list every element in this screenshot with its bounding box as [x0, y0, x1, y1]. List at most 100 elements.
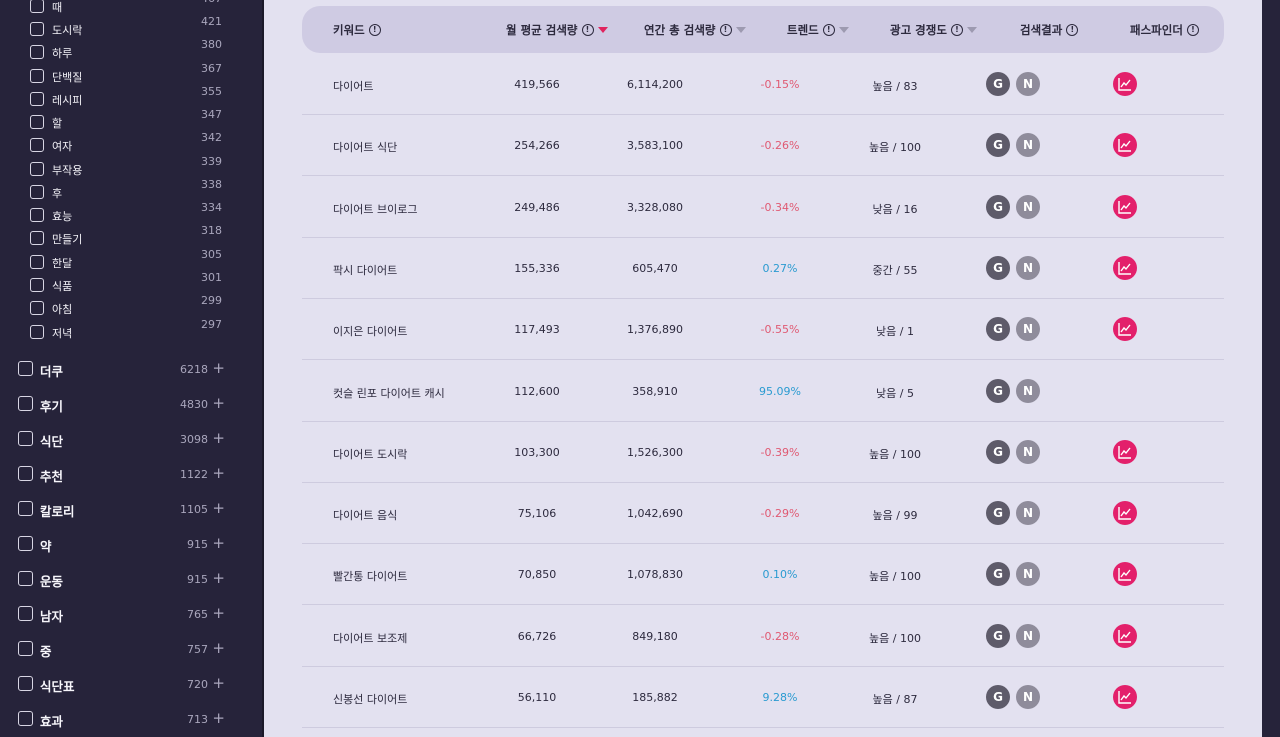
sidebar-subitem[interactable]: 후 338: [30, 178, 226, 202]
google-search-icon[interactable]: G: [986, 72, 1010, 96]
naver-search-icon[interactable]: N: [1016, 562, 1040, 587]
naver-search-icon[interactable]: N: [1016, 439, 1040, 464]
naver-search-icon[interactable]: N: [1016, 317, 1040, 342]
info-icon[interactable]: !: [822, 24, 835, 36]
sidebar-subitem[interactable]: 때 467: [30, 0, 226, 16]
sidebar-category[interactable]: 남자 765 +: [18, 603, 228, 625]
pathfinder-chart-icon[interactable]: [1113, 133, 1137, 158]
google-search-icon[interactable]: G: [986, 685, 1010, 709]
expand-plus-icon[interactable]: +: [212, 429, 225, 447]
checkbox[interactable]: [18, 536, 33, 551]
sidebar-category[interactable]: 후기 4830 +: [18, 393, 228, 415]
info-icon[interactable]: !: [1066, 24, 1079, 36]
sidebar-category[interactable]: 약 915 +: [18, 533, 228, 555]
sidebar-category[interactable]: 식단표 720 +: [18, 673, 228, 695]
table-row[interactable]: 컷슬 린포 다이어트 캐시 112,600 358,910 95.09% 낮음 / 5 G…: [302, 361, 1224, 422]
keyword-cell[interactable]: 다이어트 음식: [333, 509, 398, 523]
expand-plus-icon[interactable]: +: [212, 569, 225, 587]
expand-plus-icon[interactable]: +: [212, 674, 225, 692]
keyword-cell[interactable]: 다이어트 보조제: [333, 631, 408, 645]
table-row[interactable]: 다이어트 식단 254,266 3,583,100 -0.26% 높음 / 100 G N: [302, 115, 1224, 177]
pathfinder-chart-icon[interactable]: [1113, 317, 1137, 342]
sidebar-subitem[interactable]: 레시피 355: [30, 85, 226, 109]
sidebar-category[interactable]: 운동 915 +: [18, 568, 228, 590]
sidebar-subitem[interactable]: 부작용 339: [30, 155, 226, 179]
sidebar-subitem[interactable]: 여자 342: [30, 131, 226, 155]
keyword-cell[interactable]: 다이어트 도시락: [333, 447, 408, 461]
info-icon[interactable]: !: [719, 24, 732, 36]
sort-icon[interactable]: [838, 27, 849, 33]
sidebar-subitem[interactable]: 단백질 367: [30, 62, 226, 86]
naver-search-icon[interactable]: N: [1016, 685, 1040, 709]
checkbox[interactable]: [30, 255, 44, 269]
pathfinder-chart-icon[interactable]: [1113, 623, 1137, 648]
expand-plus-icon[interactable]: +: [212, 709, 225, 727]
keyword-cell[interactable]: 다이어트: [333, 80, 374, 93]
pathfinder-chart-icon[interactable]: [1113, 72, 1137, 96]
sidebar-subitem[interactable]: 아침 299: [30, 294, 226, 318]
naver-search-icon[interactable]: N: [1016, 72, 1040, 96]
checkbox[interactable]: [30, 301, 44, 315]
info-icon[interactable]: !: [950, 24, 963, 36]
sidebar-subitem[interactable]: 하루 380: [30, 38, 226, 62]
sidebar-category[interactable]: 효과 713 +: [18, 708, 228, 730]
google-search-icon[interactable]: G: [986, 133, 1010, 158]
naver-search-icon[interactable]: N: [1016, 378, 1040, 403]
google-search-icon[interactable]: G: [986, 255, 1010, 280]
header-competition[interactable]: 광고 경쟁도!: [890, 22, 977, 38]
checkbox[interactable]: [30, 278, 44, 292]
checkbox[interactable]: [18, 711, 33, 726]
sort-icon[interactable]: [966, 27, 977, 33]
checkbox[interactable]: [18, 641, 33, 656]
checkbox[interactable]: [30, 162, 44, 176]
sort-icon[interactable]: [735, 27, 746, 33]
keyword-cell[interactable]: 신봉선 다이어트: [333, 693, 408, 706]
sidebar-subitem[interactable]: 식품 301: [30, 271, 226, 295]
expand-plus-icon[interactable]: +: [212, 534, 225, 552]
naver-search-icon[interactable]: N: [1016, 133, 1040, 158]
expand-plus-icon[interactable]: +: [212, 604, 225, 622]
expand-plus-icon[interactable]: +: [212, 499, 225, 517]
keyword-cell[interactable]: 다이어트 브이로그: [333, 202, 418, 216]
table-row[interactable]: 다이어트 419,566 6,114,200 -0.15% 높음 / 83 G N: [302, 54, 1224, 115]
sidebar-category[interactable]: 추천 1122 +: [18, 463, 228, 485]
keyword-cell[interactable]: 다이어트 식단: [333, 141, 398, 155]
sidebar-category[interactable]: 더쿠 6218 +: [18, 358, 228, 380]
naver-search-icon[interactable]: N: [1016, 501, 1040, 526]
sidebar-subitem[interactable]: 할 347: [30, 108, 226, 132]
sidebar-subitem[interactable]: 효능 334: [30, 201, 226, 225]
checkbox[interactable]: [30, 0, 44, 13]
checkbox[interactable]: [30, 92, 44, 106]
info-icon[interactable]: !: [581, 24, 594, 36]
checkbox[interactable]: [30, 115, 44, 129]
sidebar-category[interactable]: 중 757 +: [18, 638, 228, 660]
google-search-icon[interactable]: G: [986, 317, 1010, 342]
table-row[interactable]: 다이어트 도시락 103,300 1,526,300 -0.39% 높음 / 100 G N: [302, 422, 1224, 483]
pathfinder-chart-icon[interactable]: [1113, 501, 1137, 526]
keyword-cell[interactable]: 팍시 다이어트: [333, 263, 398, 277]
table-row[interactable]: 신봉선 다이어트 56,110 185,882 9.28% 높음 / 87 G N: [302, 667, 1224, 728]
checkbox[interactable]: [30, 69, 44, 83]
table-row[interactable]: 다이어트 음식 75,106 1,042,690 -0.29% 높음 / 99 G N: [302, 483, 1224, 545]
checkbox[interactable]: [30, 231, 44, 245]
sidebar-category[interactable]: 칼로리 1105 +: [18, 498, 228, 520]
checkbox[interactable]: [18, 676, 33, 691]
google-search-icon[interactable]: G: [986, 439, 1010, 464]
checkbox[interactable]: [30, 208, 44, 222]
google-search-icon[interactable]: G: [986, 378, 1010, 403]
sidebar-category[interactable]: 식단 3098 +: [18, 428, 228, 450]
sort-desc-icon[interactable]: [597, 27, 608, 33]
google-search-icon[interactable]: G: [986, 623, 1010, 648]
checkbox[interactable]: [30, 185, 44, 199]
header-monthly[interactable]: 월 평균 검색량!: [506, 22, 608, 38]
expand-plus-icon[interactable]: +: [212, 359, 225, 377]
sidebar-subitem[interactable]: 저녁 297: [30, 318, 226, 342]
table-row[interactable]: 빨간통 다이어트 70,850 1,078,830 0.10% 높음 / 100 G N: [302, 544, 1224, 606]
naver-search-icon[interactable]: N: [1016, 623, 1040, 648]
checkbox[interactable]: [30, 138, 44, 152]
table-row[interactable]: 팍시 다이어트 155,336 605,470 0.27% 중간 / 55 G N: [302, 238, 1224, 299]
checkbox[interactable]: [18, 606, 33, 621]
table-row[interactable]: 다이어트 보조제 66,726 849,180 -0.28% 높음 / 100 G N: [302, 606, 1224, 667]
checkbox[interactable]: [30, 22, 44, 36]
